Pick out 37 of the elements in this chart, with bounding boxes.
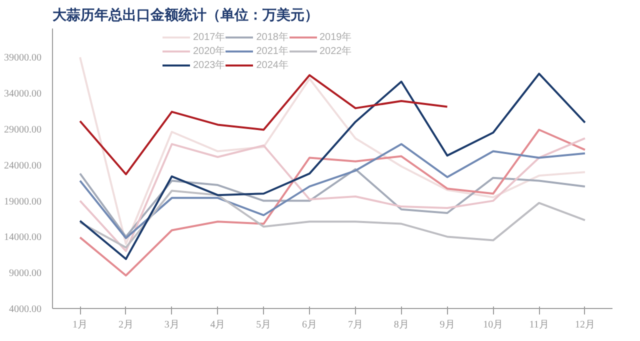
legend-label: 2019年 <box>320 31 352 44</box>
legend-label: 2020年 <box>193 45 226 58</box>
x-tick-label: 5月 <box>256 320 272 330</box>
line-series <box>79 190 586 248</box>
x-tick-label: 11月 <box>529 320 549 330</box>
legend-label: 2017年 <box>193 31 226 44</box>
y-tick-label: 19000.00 <box>4 196 42 208</box>
x-tick-label: 10月 <box>483 320 504 330</box>
line-series <box>79 128 586 276</box>
y-tick-label: 39000.00 <box>4 52 42 64</box>
x-tick-label: 6月 <box>302 320 318 330</box>
x-tick-label: 2月 <box>118 320 134 330</box>
line-series <box>79 137 586 252</box>
x-tick-label: 8月 <box>394 320 409 330</box>
x-tick-label: 1月 <box>72 320 88 330</box>
legend-label: 2022年 <box>320 45 352 58</box>
y-tick-label: 14000.00 <box>4 232 42 244</box>
legend-label: 2018年 <box>256 31 288 44</box>
y-tick-label: 4000.00 <box>9 304 42 315</box>
x-tick-label: 4月 <box>210 320 226 330</box>
legend-label: 2024年 <box>256 59 288 72</box>
y-tick-label: 34000.00 <box>4 88 42 100</box>
x-tick-label: 12月 <box>574 320 595 330</box>
x-tick-label: 3月 <box>164 320 180 330</box>
line-series <box>79 143 586 240</box>
line-series <box>79 74 448 176</box>
legend-label: 2021年 <box>256 45 288 58</box>
y-tick-label: 29000.00 <box>4 124 42 136</box>
line-series <box>79 56 586 245</box>
legend-label: 2023年 <box>193 59 226 72</box>
line-series <box>79 168 586 238</box>
x-tick-label: 7月 <box>348 320 363 330</box>
y-tick-label: 9000.00 <box>9 268 42 280</box>
y-tick-label: 24000.00 <box>4 160 42 172</box>
x-tick-label: 9月 <box>440 320 455 330</box>
chart-title: 大蒜历年总出口金额统计（单位：万美元） <box>52 6 318 24</box>
line-series <box>79 72 586 260</box>
